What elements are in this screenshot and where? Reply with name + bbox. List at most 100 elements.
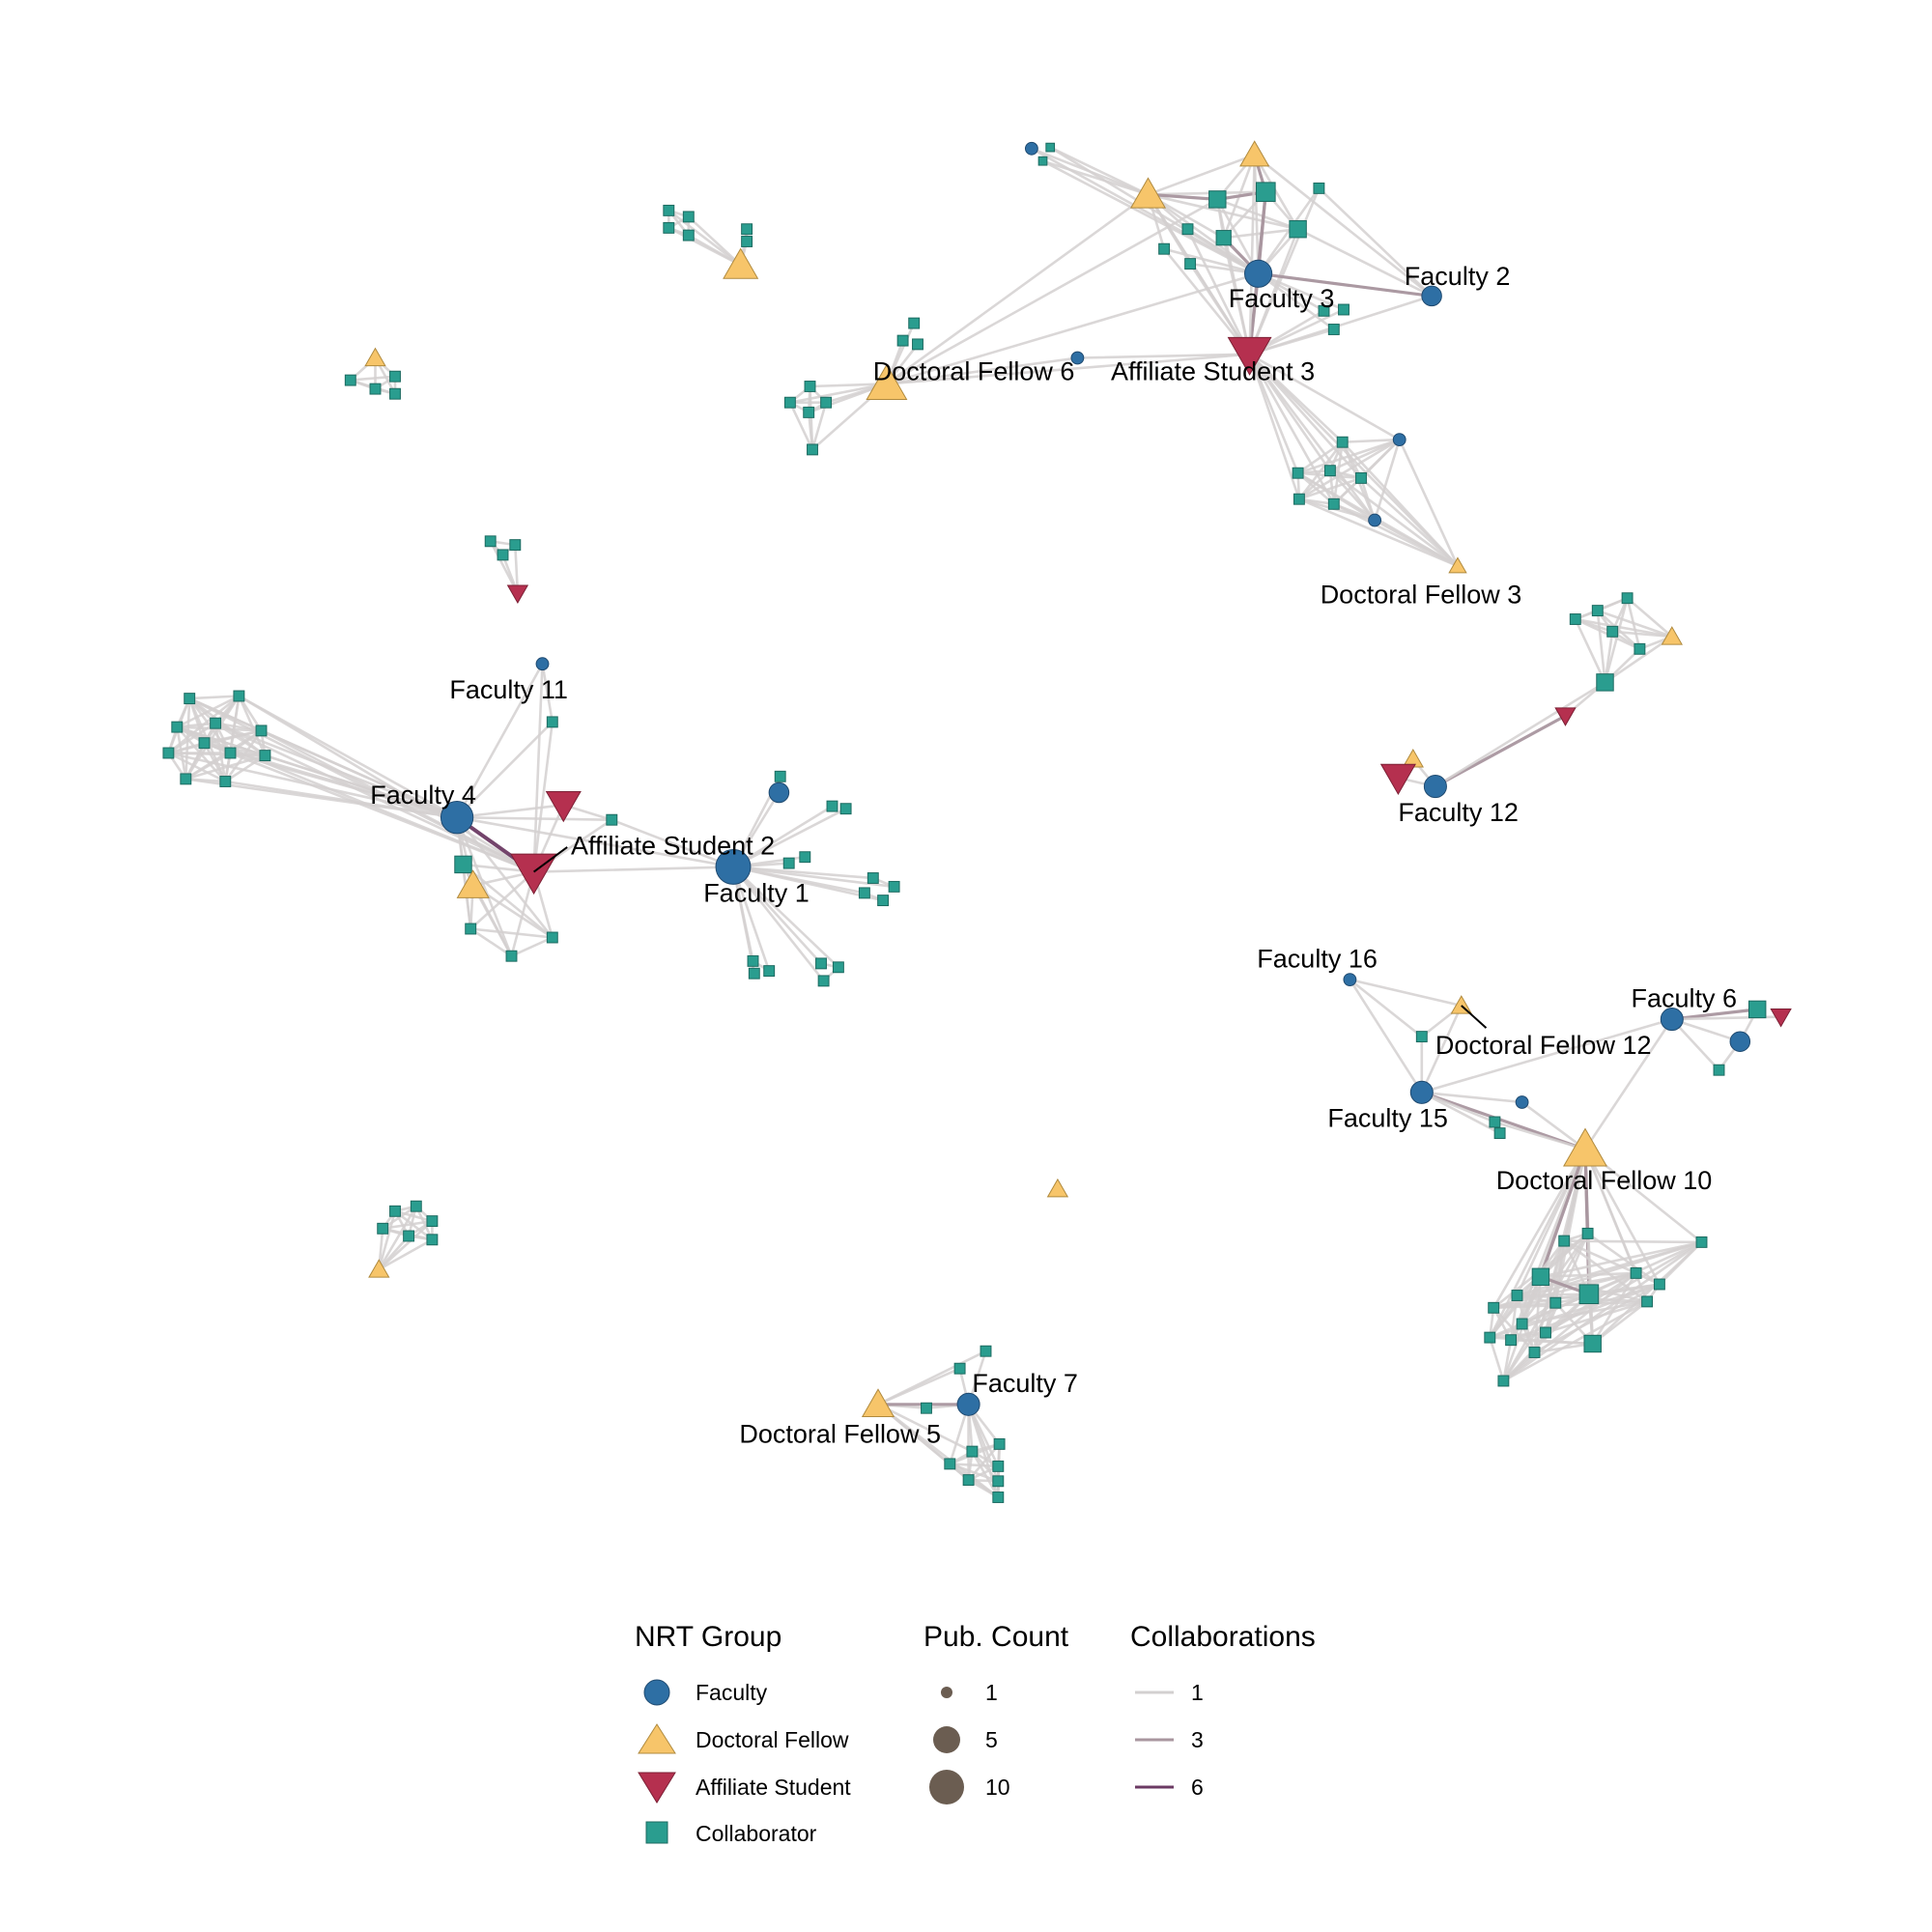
collaborator-node bbox=[410, 1200, 422, 1212]
triangle-up-icon bbox=[638, 1723, 676, 1754]
collaborator-node bbox=[546, 716, 558, 728]
collaboration-edge bbox=[1489, 1293, 1519, 1339]
collaborator-node bbox=[1497, 1375, 1510, 1387]
collaborator-node bbox=[774, 770, 786, 782]
collaboration-edge bbox=[1539, 1240, 1703, 1279]
node-label-faculty-1: Faculty 1 bbox=[703, 878, 810, 907]
collaborator-node bbox=[1549, 1296, 1562, 1309]
collaboration-edge bbox=[185, 752, 232, 781]
collaboration-edge bbox=[1591, 1240, 1703, 1346]
collaboration-edge bbox=[1162, 247, 1260, 275]
collaboration-edge bbox=[1296, 440, 1344, 475]
collaboration-edge bbox=[1596, 609, 1641, 651]
collaboration-edge bbox=[455, 662, 544, 819]
collaborator-node bbox=[804, 381, 816, 392]
collaborator-node bbox=[803, 406, 815, 418]
collaboration-edge bbox=[1574, 617, 1606, 684]
collaborator-node bbox=[426, 1234, 439, 1246]
square-icon bbox=[645, 1821, 668, 1844]
faculty-node bbox=[1392, 433, 1406, 447]
collaborator-node bbox=[162, 747, 175, 759]
collaborator-node bbox=[741, 223, 753, 236]
collaborator-node bbox=[1327, 497, 1340, 510]
collaborator-node bbox=[832, 961, 844, 974]
collaborator-node bbox=[184, 693, 196, 705]
doctoral-fellow-node bbox=[1563, 1127, 1607, 1167]
collaboration-edge bbox=[1596, 609, 1674, 639]
collaborator-node bbox=[1037, 156, 1048, 166]
collaboration-edge bbox=[1253, 154, 1299, 231]
collaborator-node bbox=[198, 737, 211, 750]
legend-label-collaborator: Collaborator bbox=[696, 1821, 817, 1846]
pub-count-swatch-5 bbox=[933, 1726, 960, 1753]
collaboration-edge bbox=[1248, 353, 1377, 522]
collaboration-edge bbox=[455, 815, 554, 939]
collaborator-node bbox=[180, 773, 192, 785]
collaborator-node bbox=[1511, 1290, 1523, 1301]
nodes-layer bbox=[162, 140, 1792, 1503]
faculty-node bbox=[1368, 513, 1382, 527]
collaboration-edge bbox=[731, 807, 847, 868]
collaborator-node bbox=[1336, 436, 1349, 448]
collaboration-edge bbox=[224, 753, 267, 783]
collaboration-edge bbox=[1539, 1148, 1587, 1279]
collaborator-node bbox=[1158, 242, 1171, 255]
legend-pub-label-1: 1 bbox=[985, 1680, 998, 1705]
legend-collab-label-3: 3 bbox=[1191, 1727, 1204, 1752]
collaborator-node bbox=[1484, 1331, 1496, 1344]
node-label-faculty-15: Faculty 15 bbox=[1327, 1104, 1448, 1133]
collaborator-node bbox=[1606, 625, 1619, 638]
legend-collab-label-6: 6 bbox=[1191, 1775, 1204, 1800]
doctoral-fellow-node bbox=[1046, 1178, 1069, 1198]
collaboration-edge bbox=[809, 383, 889, 388]
collaborator-node bbox=[817, 975, 830, 987]
collaborator-node bbox=[867, 872, 879, 884]
collaborator-node bbox=[224, 747, 237, 759]
node-label-doctoral-fellow-10: Doctoral Fellow 10 bbox=[1496, 1166, 1713, 1195]
faculty-node bbox=[1243, 259, 1273, 288]
collaboration-edge bbox=[1248, 353, 1401, 441]
collaborator-node bbox=[1641, 1295, 1654, 1308]
collaboration-edge bbox=[1509, 1293, 1519, 1342]
collaborator-node bbox=[1713, 1064, 1725, 1076]
doctoral-fellow-node bbox=[1448, 556, 1467, 574]
faculty-node bbox=[956, 1392, 980, 1416]
collaborator-node bbox=[1415, 1031, 1428, 1043]
circle-icon bbox=[643, 1679, 670, 1706]
node-label-faculty-2: Faculty 2 bbox=[1405, 262, 1511, 291]
faculty-node bbox=[1515, 1095, 1529, 1109]
collaboration-edge bbox=[885, 356, 1079, 385]
collaboration-edge bbox=[1520, 1100, 1587, 1151]
collaboration-edge bbox=[731, 866, 825, 982]
collaboration-edge bbox=[1041, 159, 1150, 196]
collaboration-edge bbox=[687, 234, 743, 267]
collaborator-node bbox=[171, 721, 184, 733]
legend-nrt-group: NRT Group Faculty Doctoral Fellow Affili… bbox=[635, 1621, 851, 1846]
collaboration-edge bbox=[1146, 192, 1219, 201]
node-label-faculty-16: Faculty 16 bbox=[1257, 944, 1378, 973]
collaborator-node bbox=[1338, 303, 1350, 316]
collaboration-edge bbox=[687, 215, 743, 267]
collaborator-node bbox=[1528, 1347, 1541, 1358]
collaboration-edge bbox=[885, 353, 1251, 385]
collaboration-edge bbox=[1434, 714, 1568, 788]
collaboration-edge bbox=[1554, 1283, 1662, 1304]
collaborator-node bbox=[1184, 258, 1197, 270]
collaboration-edge bbox=[1583, 1017, 1674, 1151]
faculty-node bbox=[1421, 285, 1442, 307]
collaboration-edge bbox=[1420, 1004, 1463, 1094]
collaboration-edge bbox=[1359, 476, 1377, 522]
collaboration-edge bbox=[455, 815, 613, 822]
collaboration-edge bbox=[1248, 227, 1299, 356]
collaboration-edge bbox=[1328, 469, 1377, 522]
collaborator-node bbox=[1583, 1334, 1602, 1353]
collaboration-edge bbox=[885, 193, 1150, 385]
collaboration-edge bbox=[885, 271, 1260, 385]
collaborator-node bbox=[509, 539, 522, 552]
node-label-affiliate-student-3: Affiliate Student 3 bbox=[1111, 357, 1315, 386]
triangle-down-icon bbox=[638, 1772, 676, 1804]
collaboration-edge bbox=[1257, 186, 1321, 275]
collaborator-node bbox=[908, 317, 921, 329]
collaborator-node bbox=[953, 1362, 966, 1375]
collaborator-node bbox=[682, 229, 695, 242]
